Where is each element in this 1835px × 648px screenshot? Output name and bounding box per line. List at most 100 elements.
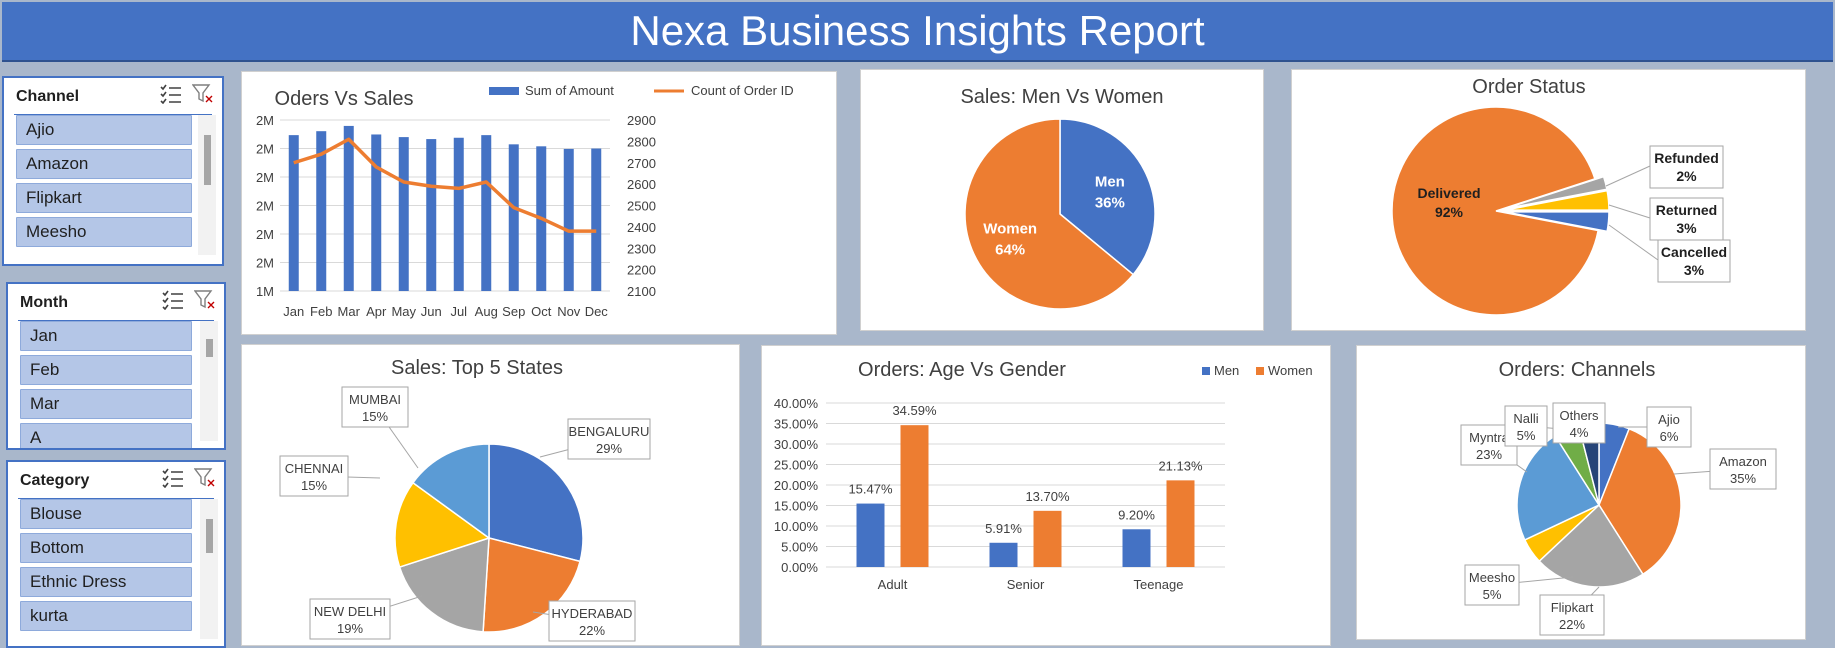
pie-slice	[398, 536, 490, 633]
bar	[900, 425, 929, 567]
y-tick-label: 40.00%	[774, 396, 819, 411]
pie-slice	[1504, 211, 1610, 233]
chart-title: Sales: Top 5 States	[391, 357, 563, 379]
pie-slice	[1504, 189, 1610, 211]
slice-label: Delivered	[1417, 185, 1480, 201]
slice-label: Amazon	[1719, 454, 1767, 469]
chart-title: Order Status	[1472, 76, 1585, 98]
slice-label: Ajio	[1658, 412, 1680, 427]
slicer-item[interactable]: Flipkart	[16, 183, 192, 213]
x-tick-label: Apr	[366, 304, 387, 319]
clear-filter-icon[interactable]	[192, 84, 214, 104]
y-tick-label: 2M	[256, 170, 274, 185]
bar	[426, 139, 437, 291]
x-tick-label: Adult	[878, 577, 908, 592]
callout-box	[1649, 197, 1724, 241]
slicer-item[interactable]: Ethnic Dress	[20, 567, 192, 597]
y-tick-label: 15.00%	[774, 499, 819, 514]
slice-label: CHENNAI	[285, 461, 344, 476]
callout-box	[309, 598, 391, 640]
x-tick-label: Senior	[1007, 577, 1045, 592]
slicer-item[interactable]: Jan	[20, 321, 192, 351]
slice-value: 2%	[1676, 168, 1697, 184]
data-label: 5.91%	[985, 521, 1022, 536]
chart-title: Sales: Men Vs Women	[960, 86, 1163, 108]
y2-tick-label: 2300	[627, 241, 656, 256]
y-tick-label: 25.00%	[774, 458, 819, 473]
pie-slice	[394, 481, 491, 568]
x-tick-label: Feb	[310, 304, 332, 319]
callout-box	[341, 386, 409, 428]
data-label: 13.70%	[1025, 489, 1070, 504]
slice-label: NEW DELHI	[314, 604, 386, 619]
y-tick-label: 30.00%	[774, 437, 819, 452]
callout-box	[1649, 145, 1724, 189]
x-tick-label: Dec	[585, 304, 609, 319]
bar	[453, 137, 464, 291]
slicer-item[interactable]: Amazon	[16, 149, 192, 179]
slice-value: 5%	[1517, 428, 1536, 443]
y2-tick-label: 2500	[627, 199, 656, 214]
slicer-item[interactable]: Meesho	[16, 217, 192, 247]
slice-label: HYDERABAD	[552, 606, 633, 621]
slicer-item[interactable]: Blouse	[20, 499, 192, 529]
x-tick-label: Jul	[450, 304, 467, 319]
multi-select-icon[interactable]	[162, 468, 184, 488]
slice-value: 19%	[337, 621, 363, 636]
scrollbar[interactable]	[200, 321, 218, 441]
chart-title: Orders: Age Vs Gender	[858, 359, 1066, 381]
slice-value: 35%	[1730, 471, 1756, 486]
callout-box	[1464, 564, 1520, 606]
scrollbar[interactable]	[198, 115, 216, 255]
y2-tick-label: 2900	[627, 113, 656, 128]
y-tick-label: 0.00%	[781, 560, 818, 575]
clear-filter-icon[interactable]	[194, 468, 216, 488]
slicer-title: Month	[20, 294, 68, 311]
report-title: Nexa Business Insights Report	[2, 2, 1833, 62]
bar	[398, 137, 409, 291]
slicer-title: Channel	[16, 88, 80, 105]
slice-value: 15%	[362, 409, 388, 424]
callout-box	[1539, 594, 1605, 636]
slicer-item[interactable]: Mar	[20, 389, 192, 419]
x-tick-label: Sep	[502, 304, 525, 319]
slicer-item[interactable]: kurta	[20, 601, 192, 631]
slice-value: 3%	[1684, 262, 1705, 278]
slice-label: Others	[1559, 408, 1599, 423]
slicer-item[interactable]: A	[20, 423, 192, 448]
y-tick-label: 5.00%	[781, 540, 818, 555]
x-tick-label: Jun	[421, 304, 442, 319]
bar	[1033, 510, 1062, 567]
slicer-item[interactable]: Feb	[20, 355, 192, 385]
chart-order-status: Order Status Delivered 92% Refunded 2% Return…	[1291, 69, 1806, 331]
bar	[481, 135, 492, 291]
multi-select-icon[interactable]	[162, 290, 184, 310]
slice-value: 6%	[1660, 429, 1679, 444]
slice-label: Returned	[1656, 202, 1717, 218]
slice-value: 23%	[1476, 447, 1502, 462]
multi-select-icon[interactable]	[160, 84, 182, 104]
y-tick-label: 2M	[256, 199, 274, 214]
slice-value: 15%	[301, 478, 327, 493]
callout-box	[1657, 239, 1731, 283]
callout-box	[279, 455, 349, 497]
callout-box	[1504, 405, 1548, 447]
series-line	[293, 137, 597, 233]
bar	[856, 503, 885, 567]
slicer-item[interactable]: Ajio	[16, 115, 192, 145]
x-tick-label: Nov	[557, 304, 581, 319]
legend-label: Count of Order ID	[691, 83, 794, 98]
slice-value: 22%	[579, 623, 605, 638]
y2-tick-label: 2400	[627, 220, 656, 235]
clear-filter-icon[interactable]	[194, 290, 216, 310]
slice-label: Refunded	[1654, 150, 1719, 166]
slicer-item[interactable]: Bottom	[20, 533, 192, 563]
slice-label: BENGALURU	[569, 424, 650, 439]
callout-box	[1552, 402, 1606, 444]
y-tick-label: 2M	[256, 227, 274, 242]
slice-label: Nalli	[1513, 411, 1538, 426]
callout-box	[1646, 406, 1692, 448]
slice-value: 22%	[1559, 617, 1585, 632]
x-tick-label: Teenage	[1134, 577, 1184, 592]
scrollbar[interactable]	[200, 499, 218, 639]
